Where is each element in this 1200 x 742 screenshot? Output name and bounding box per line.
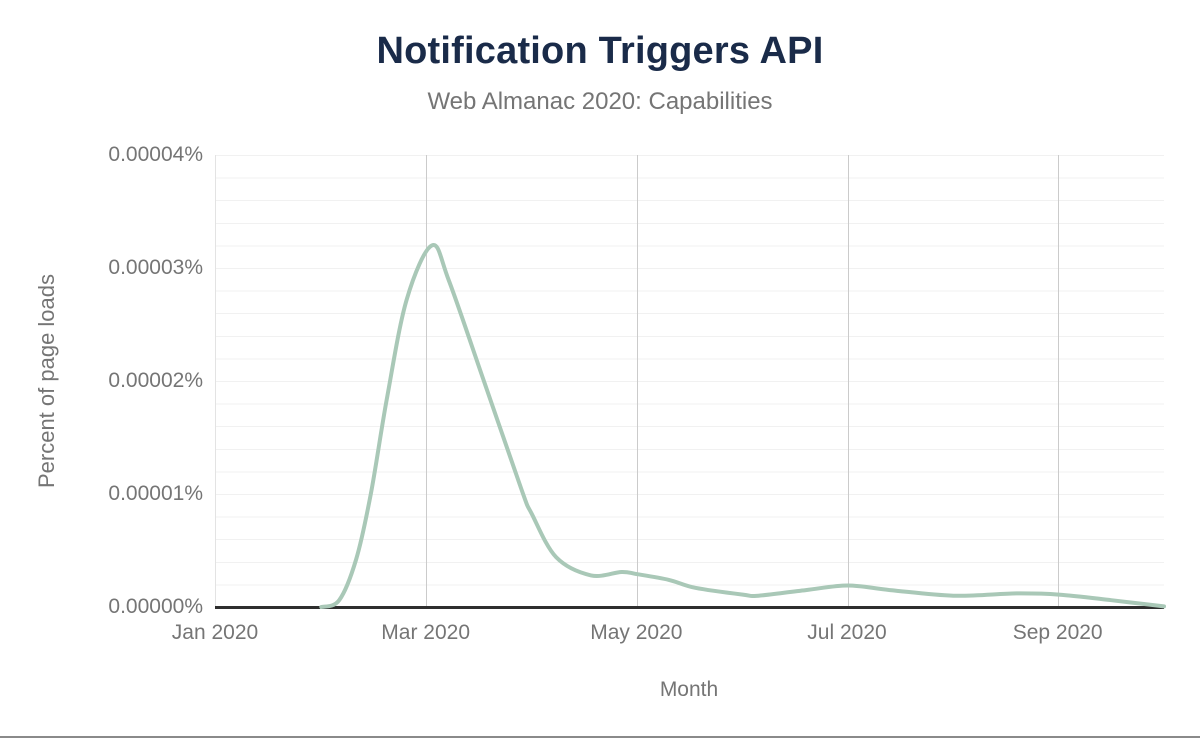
x-axis-line — [215, 606, 1164, 609]
x-axis-title: Month — [659, 678, 719, 701]
usage-line — [319, 243, 1166, 609]
plot-area — [215, 155, 1166, 609]
footer-bar — [0, 736, 1200, 738]
y-tick-label: 0.00003% — [108, 256, 203, 279]
chart-title: Notification Triggers API — [376, 30, 824, 72]
vertical-gridline — [847, 155, 849, 607]
chart-subtitle: Web Almanac 2020: Capabilities — [427, 88, 773, 115]
x-tick-label: May 2020 — [590, 621, 683, 644]
line-series-svg — [319, 243, 1166, 609]
y-tick-label: 0.00001% — [108, 482, 203, 505]
y-tick-label: 0.00002% — [108, 369, 203, 392]
x-tick-label: Mar 2020 — [381, 621, 471, 644]
x-tick-label: Sep 2020 — [1012, 621, 1103, 644]
vertical-gridline — [1058, 155, 1060, 607]
x-tick-label: Jan 2020 — [171, 621, 259, 644]
y-tick-label: 0.00000% — [108, 595, 203, 618]
y-tick-label: 0.00004% — [108, 143, 203, 166]
vertical-gridline — [426, 155, 428, 607]
x-tick-label: Jul 2020 — [807, 621, 887, 644]
vertical-gridline — [636, 155, 638, 607]
